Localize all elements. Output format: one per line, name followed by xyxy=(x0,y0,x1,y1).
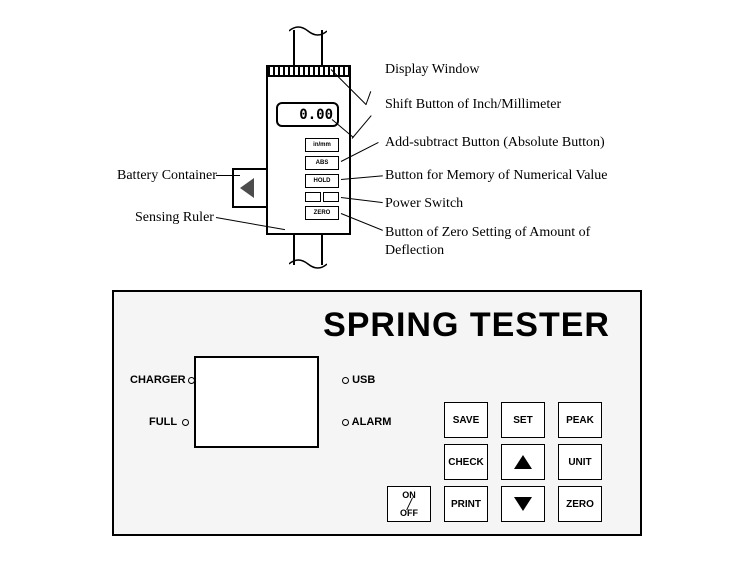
label-display-window: Display Window xyxy=(385,62,479,78)
full-indicator: FULL xyxy=(149,416,189,428)
abs-button[interactable]: ABS xyxy=(305,156,339,170)
alarm-indicator: ALARM xyxy=(340,416,391,428)
label-shift: Shift Button of Inch/Millimeter xyxy=(385,97,561,113)
label-abs: Add-subtract Button (Absolute Button) xyxy=(385,135,605,151)
label-sensing: Sensing Ruler xyxy=(135,210,214,226)
peak-button[interactable]: PEAK xyxy=(558,402,602,438)
hold-button[interactable]: HOLD xyxy=(305,174,339,188)
charger-label: CHARGER xyxy=(130,374,186,386)
panel-title: SPRING TESTER xyxy=(323,306,610,345)
charger-led xyxy=(188,377,195,384)
leader xyxy=(352,115,372,139)
charger-indicator: CHARGER xyxy=(130,374,195,386)
label-battery: Battery Container xyxy=(117,168,217,184)
usb-indicator: USB xyxy=(340,374,375,386)
arrow-down-icon xyxy=(514,497,532,511)
usb-led xyxy=(342,377,349,384)
leader xyxy=(366,91,372,104)
alarm-label: ALARM xyxy=(352,416,392,428)
set-button[interactable]: SET xyxy=(501,402,545,438)
full-led xyxy=(182,419,189,426)
usb-label: USB xyxy=(352,374,375,386)
inmm-button[interactable]: in/mm xyxy=(305,138,339,152)
panel-screen xyxy=(194,356,319,448)
spring-tester-panel: SPRING TESTER CHARGER FULL USB ALARM SAV… xyxy=(112,290,642,536)
onoff-button[interactable]: ON ╱ OFF xyxy=(387,486,431,522)
up-button[interactable] xyxy=(501,444,545,480)
onoff-icon: ON ╱ OFF xyxy=(400,491,418,518)
gauge-diagram: 0.00 in/mm ABS HOLD ZERO Display Window … xyxy=(0,20,750,270)
print-button[interactable]: PRINT xyxy=(444,486,488,522)
full-label: FULL xyxy=(149,416,177,428)
label-memory: Button for Memory of Numerical Value xyxy=(385,168,608,184)
break-bottom xyxy=(289,259,327,267)
leader xyxy=(216,175,240,176)
save-button[interactable]: SAVE xyxy=(444,402,488,438)
alarm-led xyxy=(342,419,349,426)
power-switch[interactable] xyxy=(305,192,321,202)
display-window: 0.00 xyxy=(276,102,339,127)
arrow-up-icon xyxy=(514,455,532,469)
battery-icon xyxy=(240,178,254,198)
unit-button[interactable]: UNIT xyxy=(558,444,602,480)
down-button[interactable] xyxy=(501,486,545,522)
label-zero-setting: Button of Zero Setting of Amount of Defl… xyxy=(385,224,615,260)
zero-button[interactable]: ZERO xyxy=(305,206,339,220)
check-button[interactable]: CHECK xyxy=(444,444,488,480)
panel-zero-button[interactable]: ZERO xyxy=(558,486,602,522)
power-switch-2[interactable] xyxy=(323,192,339,202)
label-power: Power Switch xyxy=(385,196,463,212)
break-top xyxy=(289,26,327,34)
